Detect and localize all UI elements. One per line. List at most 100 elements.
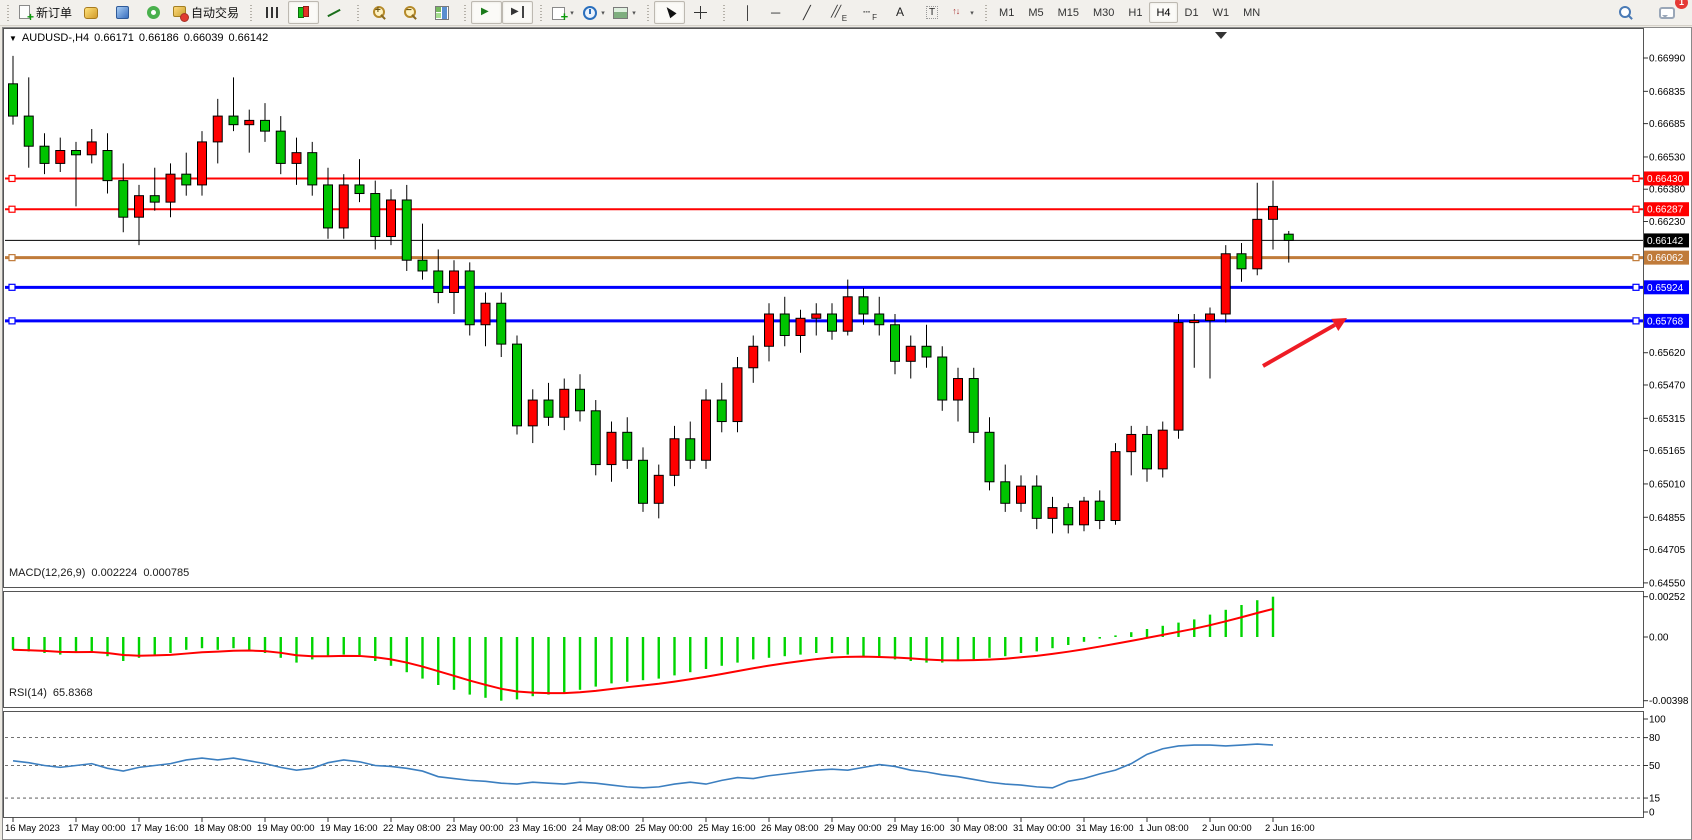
timeframe-mn[interactable]: MN: [1243, 6, 1261, 19]
search-button[interactable]: [1610, 1, 1641, 24]
trend-arrow-annotation[interactable]: [1262, 323, 1336, 368]
candle: [559, 388, 570, 418]
toolbar-group: [257, 1, 350, 24]
collapse-triangle-icon[interactable]: ▼: [9, 33, 17, 43]
candle: [1220, 253, 1231, 315]
macd-pane[interactable]: [3, 591, 1644, 708]
line-handle[interactable]: [1632, 254, 1640, 262]
auto-trading-icon: [173, 5, 190, 22]
candle: [1079, 500, 1089, 526]
time-axis-label: 29 May 00:00: [824, 823, 882, 834]
auto-trading-button[interactable]: 自动交易: [169, 1, 243, 24]
signals-button[interactable]: [138, 1, 169, 24]
line-handle[interactable]: [8, 205, 16, 213]
bar-chart-button[interactable]: [257, 1, 288, 24]
candle: [701, 399, 711, 461]
candle: [984, 431, 995, 483]
line-handle[interactable]: [8, 317, 16, 325]
timeframe-m5[interactable]: M5: [1028, 6, 1044, 19]
macd-label: MACD(12,26,9) 0.002224 0.000785: [9, 567, 189, 579]
line-chart-button[interactable]: [319, 1, 350, 24]
new-order-button[interactable]: 新订单: [14, 1, 76, 24]
vertical-line-button[interactable]: [730, 1, 761, 24]
rsi-name: RSI(14): [9, 687, 47, 699]
timeframe-m15[interactable]: M15: [1057, 6, 1079, 19]
horizontal-line-button[interactable]: [761, 1, 792, 24]
time-axis-label: 26 May 08:00: [761, 823, 819, 834]
line-handle[interactable]: [1632, 317, 1640, 325]
equidistant-channel-button[interactable]: [823, 1, 854, 24]
chart-shift-button[interactable]: [502, 1, 534, 24]
zoom-out-button[interactable]: −: [395, 1, 426, 24]
candle: [622, 431, 633, 461]
candle: [323, 184, 333, 229]
candle: [212, 115, 223, 143]
fibonacci-button[interactable]: [854, 1, 885, 24]
price-pane[interactable]: [3, 28, 1644, 588]
navigator-button[interactable]: [107, 1, 138, 24]
timeframe-w1[interactable]: W1: [1212, 6, 1230, 19]
toolbar-grip: [646, 4, 651, 21]
time-axis-label: 1 Jun 08:00: [1139, 823, 1189, 834]
market-watch-button[interactable]: [76, 1, 107, 24]
line-handle[interactable]: [8, 174, 16, 183]
crosshair-button[interactable]: [685, 1, 716, 24]
text-label-icon: [924, 5, 939, 20]
price-axis-label: 0.65315: [1649, 414, 1686, 425]
signals-icon: [146, 5, 161, 20]
line-handle[interactable]: [8, 254, 16, 262]
chevron-down-icon[interactable]: ▾: [632, 9, 636, 17]
time-axis-label: 23 May 16:00: [509, 823, 567, 834]
timeframe-d1[interactable]: D1: [1184, 6, 1199, 19]
arrows-button[interactable]: ▾: [947, 1, 978, 24]
line-handle[interactable]: [8, 283, 16, 291]
templates-button[interactable]: ▾: [609, 1, 640, 24]
candle: [23, 115, 34, 147]
cursor-button[interactable]: [654, 1, 686, 24]
toolbar-grip: [249, 4, 254, 21]
timeframe-group: M1 M5 M15 M30 H1 H4 D1 W1 MN: [992, 2, 1267, 23]
line-handle[interactable]: [1632, 205, 1640, 213]
timeframe-m30[interactable]: M30: [1093, 6, 1115, 19]
candle: [1283, 233, 1294, 241]
auto-scroll-button[interactable]: [471, 1, 503, 24]
toolbar-grip: [463, 4, 468, 21]
candlestick-chart-button[interactable]: [288, 1, 320, 24]
candle: [1016, 485, 1026, 504]
time-axis-label: 17 May 00:00: [68, 823, 126, 834]
candle: [795, 317, 806, 337]
chevron-down-icon[interactable]: ▾: [570, 9, 574, 17]
candle: [149, 195, 160, 203]
text-button[interactable]: [885, 1, 916, 24]
line-handle[interactable]: [1632, 283, 1640, 291]
rsi-pane[interactable]: [3, 711, 1644, 818]
timeframe-h1[interactable]: H1: [1128, 6, 1143, 19]
right-shift-marker[interactable]: [1215, 32, 1227, 39]
chevron-down-icon[interactable]: ▾: [970, 9, 974, 17]
time-axis-label: 29 May 16:00: [887, 823, 945, 834]
trend-arrow-head[interactable]: [1331, 318, 1347, 332]
chart-window[interactable]: ▼ AUDUSD-,H4 0.66171 0.66186 0.66039 0.6…: [2, 27, 1692, 840]
timeframe-m1[interactable]: M1: [999, 6, 1015, 19]
rsi-line: [12, 743, 1274, 789]
time-axis-label: 19 May 00:00: [257, 823, 315, 834]
price-axis-label: 0.65010: [1649, 479, 1686, 490]
auto-trading-label: 自动交易: [191, 6, 240, 20]
trendline-button[interactable]: [792, 1, 823, 24]
tile-windows-button[interactable]: [426, 1, 457, 24]
indicators-button[interactable]: ▾: [547, 1, 578, 24]
line-handle[interactable]: [1632, 174, 1640, 183]
periods-button[interactable]: ▾: [578, 1, 609, 24]
price-axis-label: 0.66835: [1649, 87, 1686, 98]
timeframe-h4[interactable]: H4: [1149, 2, 1178, 23]
macd-signal-line: [12, 607, 1274, 695]
candle: [748, 345, 759, 369]
chart-canvas[interactable]: 0.66990 0.66835 0.66685 0.66530 0.66380 0.662…: [3, 28, 1692, 837]
chevron-down-icon[interactable]: ▾: [601, 9, 605, 17]
candle: [1063, 507, 1074, 526]
notifications-button[interactable]: 1: [1651, 0, 1688, 24]
text-label-button[interactable]: [916, 1, 947, 24]
candle: [401, 199, 412, 261]
zoom-in-button[interactable]: +: [364, 1, 395, 24]
